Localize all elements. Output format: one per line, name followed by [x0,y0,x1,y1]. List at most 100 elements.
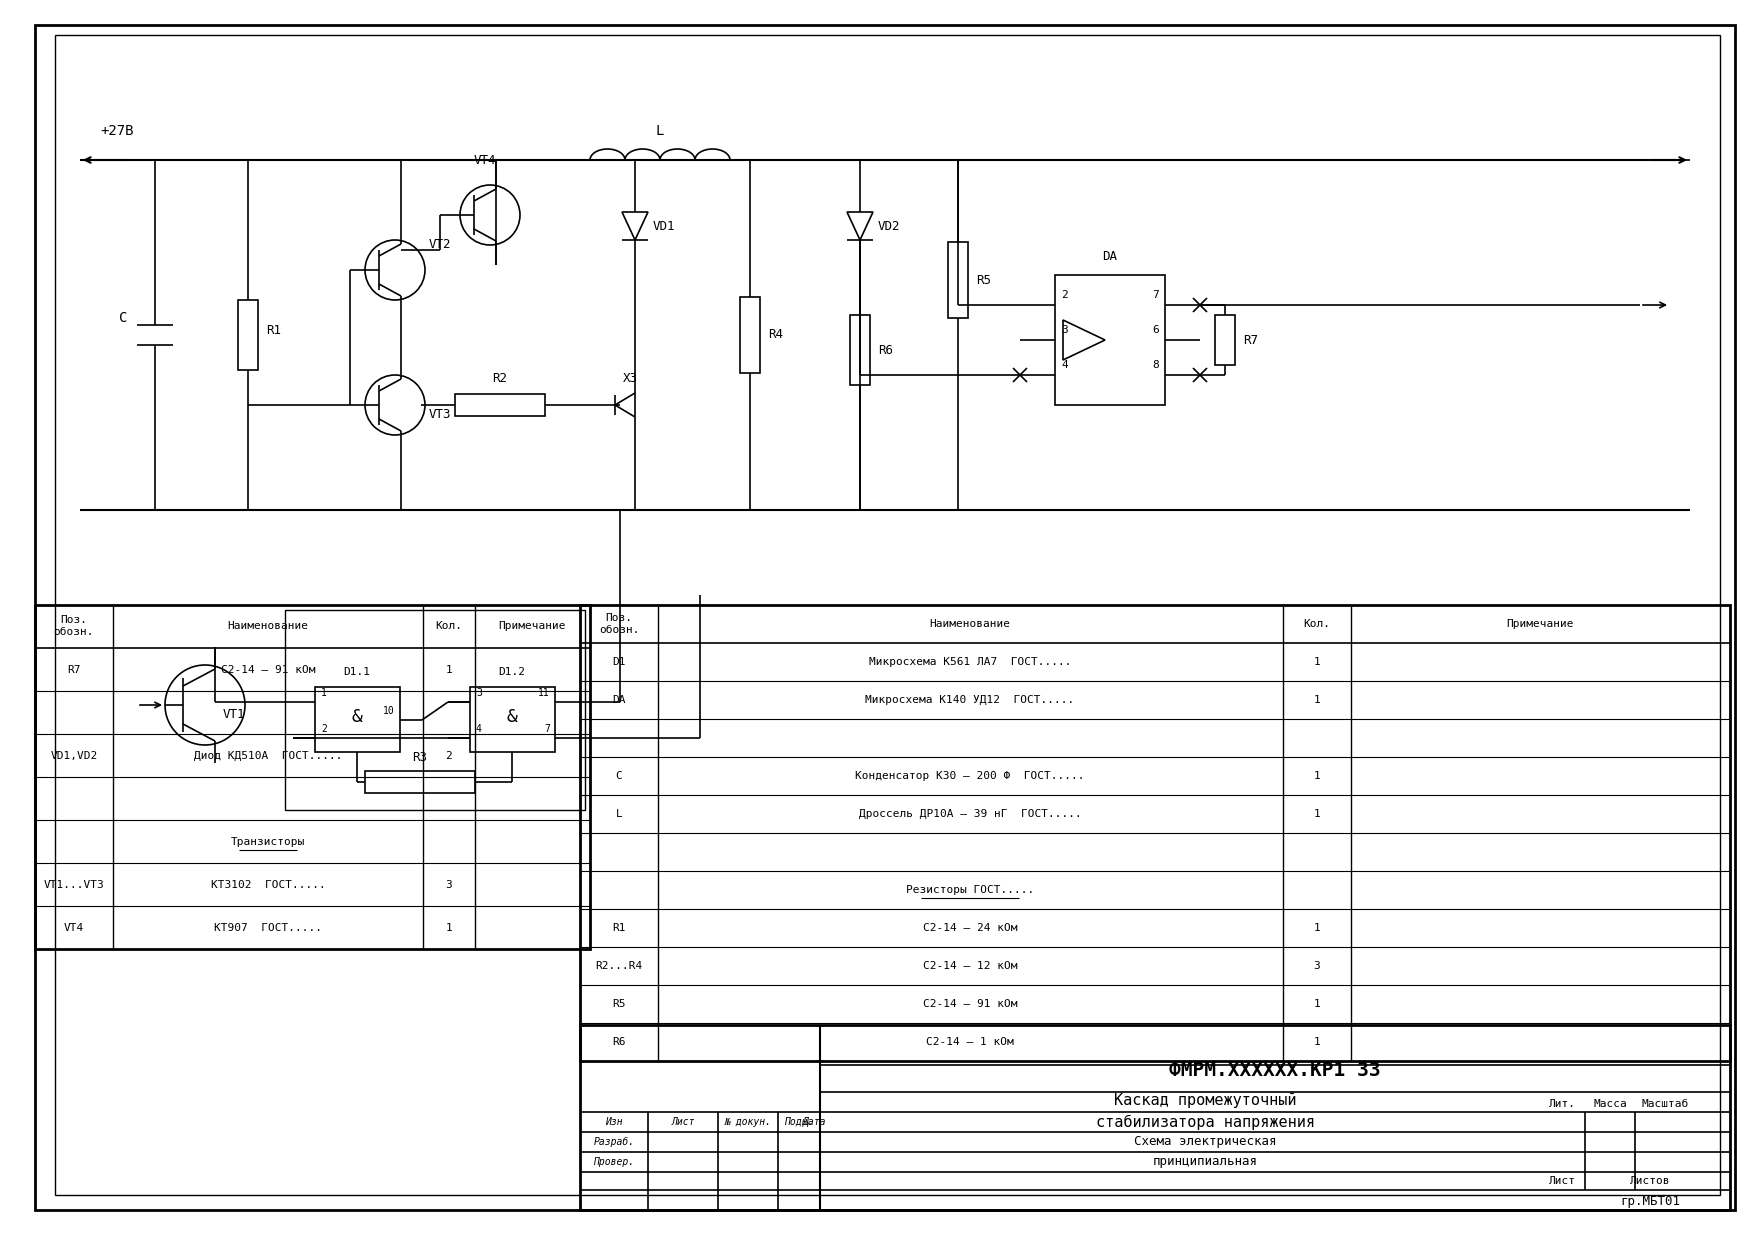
Text: D1.1: D1.1 [344,667,370,677]
Bar [740,298,759,373]
Text: 1: 1 [1314,999,1321,1009]
Text: D1: D1 [612,657,626,667]
Text: +27В: +27В [100,124,133,138]
Text: 6: 6 [1152,325,1159,335]
Text: R5: R5 [975,274,991,286]
Text: R1: R1 [267,324,281,336]
Text: L: L [616,808,623,818]
Text: R6: R6 [879,343,893,357]
Text: Листов: Листов [1629,1176,1670,1185]
Text: Х3: Х3 [623,372,637,384]
Text: 4: 4 [475,724,482,734]
Text: VD1,VD2: VD1,VD2 [51,751,98,761]
Text: VT3: VT3 [430,408,451,422]
Text: 3: 3 [446,880,453,890]
Text: R3: R3 [412,751,428,764]
Text: VT1...VT3: VT1...VT3 [44,880,105,890]
Text: Масштаб: Масштаб [1642,1099,1689,1109]
Text: Кол.: Кол. [1303,619,1331,629]
Text: Схема электрическая: Схема электрическая [1133,1136,1277,1148]
Text: Разраб.: Разраб. [593,1137,635,1147]
Text: С2-14 – 91 кОм: С2-14 – 91 кОм [221,665,316,675]
Text: 7: 7 [1152,290,1159,300]
Text: R5: R5 [612,999,626,1009]
Text: 1: 1 [1314,1037,1321,1047]
Text: Изн: Изн [605,1117,623,1127]
Text: 1: 1 [321,688,326,698]
Text: С2-14 – 24 кОм: С2-14 – 24 кОм [923,923,1017,932]
Text: 11: 11 [538,688,551,698]
Text: 8: 8 [1152,360,1159,370]
Text: 3: 3 [1314,961,1321,971]
Text: Дроссель ДР10А – 39 нГ  ГОСТ.....: Дроссель ДР10А – 39 нГ ГОСТ..... [859,808,1082,818]
Text: 1: 1 [1314,808,1321,818]
Text: 10: 10 [384,706,395,715]
Text: Поз.
обозн.: Поз. обозн. [54,615,95,637]
Text: Наименование: Наименование [930,619,1010,629]
Text: С2-14 – 1 кОм: С2-14 – 1 кОм [926,1037,1014,1047]
Text: VT2: VT2 [430,238,451,250]
Text: &: & [507,708,517,725]
Bar [316,687,400,751]
Text: С: С [119,311,126,325]
Text: Поз.
обозн.: Поз. обозн. [598,614,638,635]
Text: гр.МБТ01: гр.МБТ01 [1621,1195,1680,1209]
Text: C: C [616,771,623,781]
Text: Лист: Лист [1549,1176,1575,1185]
Text: КТ907  ГОСТ.....: КТ907 ГОСТ..... [214,923,323,932]
Text: &: & [351,708,363,725]
Text: R4: R4 [768,329,782,341]
Text: DA: DA [1103,250,1117,263]
Text: С2-14 – 91 кОм: С2-14 – 91 кОм [923,999,1017,1009]
Text: VD1: VD1 [652,219,675,233]
Bar [239,300,258,370]
Text: 3: 3 [1061,325,1068,335]
Text: № докун.: № докун. [724,1117,772,1127]
Bar [851,315,870,384]
Text: 1: 1 [446,923,453,932]
Bar [947,242,968,317]
Text: R2: R2 [493,372,507,384]
Text: VD2: VD2 [879,219,900,233]
Text: Микросхема К140 УД12  ГОСТ.....: Микросхема К140 УД12 ГОСТ..... [865,694,1075,706]
Text: VT1: VT1 [223,708,246,722]
Text: L: L [656,124,665,138]
Text: Лист: Лист [672,1117,695,1127]
Text: Конденсатор К30 – 200 Ф  ГОСТ.....: Конденсатор К30 – 200 Ф ГОСТ..... [856,771,1084,781]
Text: Резисторы ГОСТ.....: Резисторы ГОСТ..... [905,885,1035,895]
Text: 1: 1 [1314,657,1321,667]
Text: 3: 3 [475,688,482,698]
Text: R7: R7 [1244,334,1258,346]
Text: Масса: Масса [1593,1099,1628,1109]
Text: Диод КД510А  ГОСТ.....: Диод КД510А ГОСТ..... [193,751,342,761]
Text: 7: 7 [544,724,551,734]
Bar [581,605,1729,1061]
Bar [365,771,475,794]
Text: 1: 1 [1314,694,1321,706]
Text: ФМРМ.XXXXXX.КР1 ЗЗ: ФМРМ.XXXXXX.КР1 ЗЗ [1170,1060,1380,1080]
Text: R7: R7 [67,665,81,675]
Text: R1: R1 [612,923,626,932]
Text: VT4: VT4 [63,923,84,932]
Text: Кол.: Кол. [435,621,463,631]
Text: 1: 1 [1314,923,1321,932]
Text: 2: 2 [446,751,453,761]
Text: Транзисторы: Транзисторы [232,837,305,847]
Bar [1054,275,1165,405]
Text: принципиальная: принципиальная [1152,1154,1258,1168]
Text: Примечание: Примечание [498,621,567,631]
Text: D1.2: D1.2 [498,667,526,677]
Bar [35,605,589,949]
Text: 1: 1 [446,665,453,675]
Text: С2-14 – 12 кОм: С2-14 – 12 кОм [923,961,1017,971]
Text: Подн.: Подн. [784,1117,814,1127]
Bar [470,687,554,751]
Text: 2: 2 [321,724,326,734]
Text: DA: DA [612,694,626,706]
Text: Примечание: Примечание [1507,619,1573,629]
Text: стабилизатора напряжения: стабилизатора напряжения [1096,1115,1314,1130]
Text: Микросхема К561 ЛА7  ГОСТ.....: Микросхема К561 ЛА7 ГОСТ..... [868,657,1072,667]
Text: КТ3102  ГОСТ.....: КТ3102 ГОСТ..... [210,880,326,890]
Text: Дата: Дата [802,1117,826,1127]
Bar [581,1025,1729,1210]
